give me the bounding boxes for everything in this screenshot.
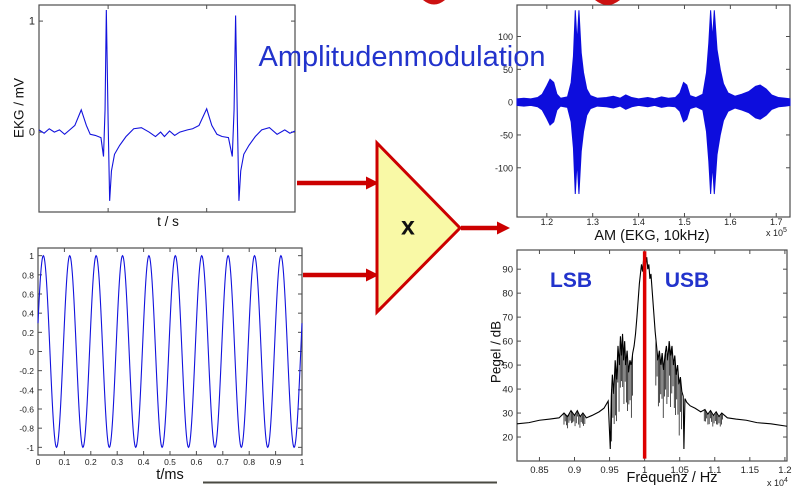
tick-label: 0 bbox=[29, 347, 34, 357]
spectrum-axis-exponent: x 104 bbox=[767, 477, 788, 487]
am-signal bbox=[516, 10, 791, 195]
tick-label: 0.9 bbox=[568, 465, 581, 476]
tick-label: 1.2 bbox=[541, 217, 554, 227]
tick-label: 1.2 bbox=[778, 465, 791, 476]
tick-label: 1 bbox=[29, 16, 35, 28]
am-x-axis-label: AM (EKG, 10kHz) bbox=[594, 228, 710, 244]
cropped-red-text-fragment bbox=[423, 0, 445, 5]
tick-label: 80 bbox=[502, 289, 513, 300]
tick-label: 0.1 bbox=[58, 457, 70, 467]
tick-label: 100 bbox=[498, 32, 513, 42]
tick-label: 1.5 bbox=[678, 217, 691, 227]
spectrum-exponent-power: 4 bbox=[784, 477, 788, 484]
am-exponent-power: 5 bbox=[783, 227, 787, 234]
carrier-x-axis-label: t/ms bbox=[156, 467, 184, 483]
tick-label: 1.1 bbox=[708, 465, 721, 476]
tick-label: 1 bbox=[300, 457, 305, 467]
tick-label: 0.9 bbox=[270, 457, 282, 467]
signal-arrow bbox=[303, 268, 379, 282]
tick-label: -0.2 bbox=[19, 366, 34, 376]
usb-label: USB bbox=[664, 269, 710, 292]
tick-label: 0 bbox=[508, 98, 513, 108]
tick-label: 1.05 bbox=[670, 465, 689, 476]
ekg-trace bbox=[38, 9, 296, 201]
lsb-label: LSB bbox=[550, 269, 592, 292]
spectrum-exponent-mantissa: x 10 bbox=[767, 478, 785, 487]
tick-label: 0.8 bbox=[22, 270, 34, 280]
tick-label: 90 bbox=[502, 265, 513, 276]
chart-carrier: 0 0.1 0.2 0.3 0.4 0.5 0.6 0.7 0.8 0.9 1 1 0.8 0.6 0.4 0… bbox=[19, 247, 305, 467]
tick-label: 0 bbox=[36, 457, 41, 467]
tick-label: -0.4 bbox=[19, 385, 34, 395]
tick-label: 0.6 bbox=[190, 457, 202, 467]
multiplier-triangle bbox=[375, 139, 463, 316]
tick-label: 0.2 bbox=[85, 457, 97, 467]
tick-label: 20 bbox=[502, 433, 513, 444]
chart-ekg: 10 bbox=[29, 4, 296, 213]
am-axis-exponent: x 105 bbox=[766, 227, 787, 238]
tick-label: 1.7 bbox=[770, 217, 783, 227]
tick-label: 0.95 bbox=[600, 465, 619, 476]
tick-label: 70 bbox=[502, 313, 513, 324]
multiplier-symbol: x bbox=[401, 212, 415, 241]
chart-am: 1.2 1.3 1.4 1.5 1.6 1.7 100 50 0 -50 -100 bbox=[495, 4, 791, 227]
tick-label: 0.4 bbox=[138, 457, 150, 467]
tick-label: 0.7 bbox=[217, 457, 229, 467]
ekg-y-axis-label: EKG / mV bbox=[11, 77, 27, 139]
tick-label: 1.4 bbox=[632, 217, 645, 227]
tick-label: 50 bbox=[503, 65, 513, 75]
tick-label: 60 bbox=[502, 337, 513, 348]
am-exponent-mantissa: x 10 bbox=[766, 228, 784, 238]
tick-label: 1.3 bbox=[586, 217, 599, 227]
tick-label: 0.5 bbox=[164, 457, 176, 467]
ekg-x-axis-label: t / s bbox=[157, 214, 179, 229]
tick-label: 0 bbox=[29, 127, 35, 139]
signal-arrow bbox=[461, 221, 510, 235]
chart-spectrum: 0.85 0.9 0.95 1 1.05 1.1 1.15 1.2 90 80 70 60 50 40 30… bbox=[502, 249, 792, 476]
tick-label: -100 bbox=[495, 163, 513, 173]
tick-label: 30 bbox=[502, 409, 513, 420]
spectrum-y-axis-label: Pegel / dB bbox=[488, 320, 504, 384]
tick-label: 1 bbox=[642, 465, 647, 476]
tick-label: -1 bbox=[26, 443, 34, 453]
tick-label: 0.85 bbox=[530, 465, 549, 476]
tick-label: 40 bbox=[502, 385, 513, 396]
tick-label: -0.6 bbox=[19, 405, 34, 415]
tick-label: -0.8 bbox=[19, 424, 34, 434]
tick-label: 0.6 bbox=[22, 290, 34, 300]
signal-arrow bbox=[297, 176, 379, 190]
carrier-sine bbox=[37, 254, 303, 449]
tick-label: 1 bbox=[29, 251, 34, 261]
tick-label: -50 bbox=[500, 130, 513, 140]
cropped-red-text-fragment bbox=[595, 0, 620, 5]
tick-label: 1.6 bbox=[724, 217, 737, 227]
tick-label: 0.2 bbox=[22, 328, 34, 338]
tick-label: 0.4 bbox=[22, 309, 34, 319]
tick-label: 0.3 bbox=[111, 457, 123, 467]
slide-title: Amplitudenmodulation bbox=[258, 41, 546, 73]
spectrum-x-axis-label: Frequenz / Hz bbox=[626, 470, 718, 486]
tick-label: 50 bbox=[502, 361, 513, 372]
tick-label: 1.15 bbox=[741, 465, 760, 476]
tick-label: 0.8 bbox=[243, 457, 255, 467]
